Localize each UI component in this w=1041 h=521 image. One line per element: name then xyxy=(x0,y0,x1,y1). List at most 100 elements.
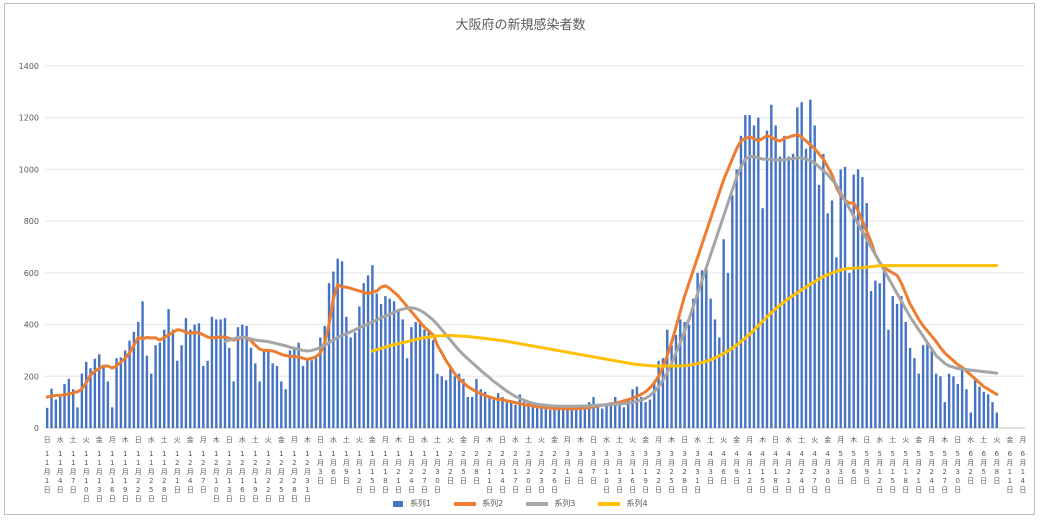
bar xyxy=(475,378,478,428)
x-tick-weekday: 日 xyxy=(135,436,142,444)
bar xyxy=(514,404,517,428)
x-tick-weekday: 水 xyxy=(876,435,883,444)
series-line-3 xyxy=(223,155,999,408)
legend-swatch-series3 xyxy=(525,501,548,506)
bar xyxy=(752,125,756,428)
bar xyxy=(713,319,717,428)
bar xyxy=(197,323,201,428)
bar xyxy=(614,396,617,428)
bar xyxy=(124,350,127,428)
bar xyxy=(518,394,522,428)
bar xyxy=(774,125,777,428)
bar xyxy=(388,298,391,428)
x-tick-weekday: 土 xyxy=(525,435,532,444)
bar xyxy=(973,378,977,428)
x-tick-weekday: 土 xyxy=(980,435,987,444)
bar xyxy=(947,373,951,428)
bar xyxy=(887,329,890,428)
bar xyxy=(679,319,682,428)
bar xyxy=(280,381,283,428)
bar xyxy=(193,324,196,428)
bar xyxy=(379,303,383,428)
x-tick-weekday: 金 xyxy=(551,435,558,444)
x-tick-weekday: 月 xyxy=(109,436,116,444)
x-tick-weekday: 土 xyxy=(434,435,441,444)
x-tick-weekday: 木 xyxy=(122,435,129,444)
x-tick-weekday: 水 xyxy=(148,435,155,444)
x-tick-weekday: 月 xyxy=(291,436,298,444)
legend-label-series3: 系列3 xyxy=(554,499,576,508)
legend-swatch-series4 xyxy=(597,501,620,506)
bar xyxy=(323,325,326,428)
bar xyxy=(601,408,604,428)
x-tick-weekday: 水 xyxy=(57,435,64,444)
bar xyxy=(778,156,782,428)
bar xyxy=(176,360,179,428)
bar xyxy=(405,358,409,428)
bar xyxy=(401,319,404,428)
x-tick-weekday: 土 xyxy=(343,435,350,444)
bar xyxy=(319,337,322,428)
x-tick-weekday: 火 xyxy=(265,436,272,444)
x-tick-weekday: 木 xyxy=(304,435,311,444)
bar xyxy=(939,376,942,428)
x-tick-weekday: 月 xyxy=(473,436,480,444)
y-tick-label: 1200 xyxy=(19,114,39,123)
x-tick-weekday: 日 xyxy=(408,436,415,444)
bar xyxy=(674,334,678,428)
x-tick-weekday: 日 xyxy=(44,436,51,444)
x-tick-weekday: 金 xyxy=(278,435,285,444)
x-tick-weekday: 水 xyxy=(421,435,428,444)
x-tick-weekday: 土 xyxy=(252,435,259,444)
bar xyxy=(982,391,985,428)
bar xyxy=(141,301,144,428)
bar xyxy=(462,378,465,428)
bar xyxy=(882,267,886,428)
bar xyxy=(167,309,170,428)
bar xyxy=(865,203,868,428)
x-tick-weekday: 金 xyxy=(460,435,467,444)
y-tick-label: 0 xyxy=(34,424,39,433)
bar xyxy=(249,347,253,428)
bar xyxy=(588,402,591,428)
bar xyxy=(392,301,396,428)
bar xyxy=(258,381,261,428)
bar xyxy=(544,407,548,428)
y-tick-label: 800 xyxy=(24,217,39,226)
bar xyxy=(878,283,881,428)
x-tick-weekday: 木 xyxy=(850,435,857,444)
legend-label-series2: 系列2 xyxy=(482,499,504,508)
bar xyxy=(236,327,240,428)
legend-item-series3: 系列3 xyxy=(525,498,576,509)
bar xyxy=(271,363,274,428)
bar xyxy=(839,169,842,428)
legend-swatch-series2 xyxy=(453,501,476,506)
x-tick-weekday: 日 xyxy=(681,436,688,444)
bar xyxy=(492,399,495,428)
legend: 系列1 系列2 系列3 系列4 xyxy=(5,498,1036,509)
bar xyxy=(735,169,738,428)
legend-swatch-series1 xyxy=(393,500,404,507)
bar xyxy=(128,340,131,428)
x-tick-weekday: 水 xyxy=(694,435,701,444)
bar xyxy=(670,345,673,428)
x-tick-weekday: 火 xyxy=(174,436,181,444)
